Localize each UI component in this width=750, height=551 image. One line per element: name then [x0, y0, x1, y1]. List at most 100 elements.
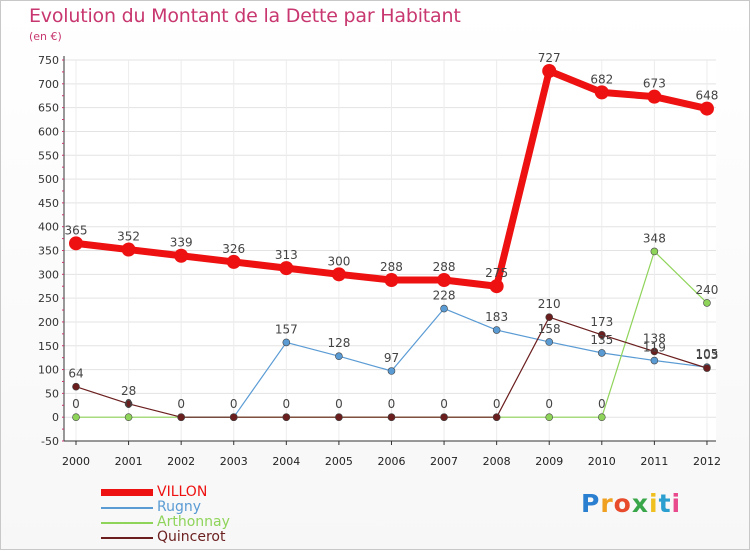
data-label-villon: 673 — [643, 77, 666, 91]
y-tick-label: 500 — [38, 173, 59, 186]
data-point-villon — [279, 261, 294, 276]
data-label-rugny: 135 — [590, 333, 613, 347]
data-point-rugny — [387, 367, 396, 375]
y-tick-label: 150 — [38, 340, 59, 353]
data-label-arthonnay: 0 — [598, 397, 606, 411]
y-tick-label: 50 — [45, 387, 59, 400]
y-tick-label: 700 — [38, 78, 59, 91]
data-label-quincerot: 0 — [230, 397, 238, 411]
data-point-arthonnay — [72, 413, 80, 421]
x-tick-label: 2009 — [535, 455, 563, 468]
y-tick-label: 350 — [38, 245, 59, 258]
logo-letter: i — [649, 489, 659, 518]
chart-title: Evolution du Montant de la Dette par Hab… — [29, 5, 461, 27]
data-point-quincerot — [545, 313, 554, 321]
data-label-quincerot: 0 — [335, 397, 343, 411]
legend-label: Rugny — [157, 499, 202, 515]
y-tick-label: 750 — [38, 54, 59, 67]
data-point-quincerot — [335, 413, 343, 421]
data-label-arthonnay: 348 — [643, 231, 666, 245]
x-tick-label: 2002 — [167, 455, 195, 468]
data-point-rugny — [282, 338, 291, 347]
data-point-villon — [69, 236, 83, 251]
data-label-quincerot: 0 — [388, 397, 396, 411]
data-label-arthonnay: 240 — [696, 283, 719, 297]
y-tick-label: 100 — [38, 364, 59, 377]
data-label-rugny: 158 — [538, 322, 561, 336]
x-tick-label: 2005 — [325, 455, 353, 468]
data-label-villon: 352 — [117, 230, 140, 244]
data-label-villon: 313 — [275, 248, 298, 262]
data-point-arthonnay — [545, 413, 554, 421]
data-point-villon — [647, 89, 662, 104]
y-tick-label: 250 — [38, 292, 59, 305]
y-tick-label: 550 — [38, 149, 59, 162]
proxiti-logo: Proxiti — [581, 489, 681, 518]
data-point-rugny — [492, 326, 501, 334]
data-label-rugny: 183 — [485, 310, 508, 324]
data-label-quincerot: 138 — [643, 331, 666, 345]
data-label-quincerot: 173 — [590, 315, 613, 329]
data-point-quincerot — [124, 400, 133, 408]
y-tick-label: 300 — [38, 268, 59, 281]
data-point-arthonnay — [597, 413, 606, 421]
logo-letter: t — [658, 489, 672, 518]
x-tick-label: 2003 — [220, 455, 248, 468]
data-point-rugny — [597, 349, 606, 357]
x-tick-label: 2010 — [588, 455, 616, 468]
data-point-villon — [384, 273, 399, 288]
data-point-rugny — [440, 304, 448, 313]
data-point-quincerot — [597, 330, 606, 339]
x-tick-label: 2012 — [693, 455, 721, 468]
legend-swatch — [101, 522, 153, 524]
data-label-rugny: 97 — [384, 351, 399, 365]
y-tick-label: 450 — [38, 197, 59, 210]
data-point-quincerot — [177, 413, 185, 421]
data-label-rugny: 157 — [275, 322, 298, 336]
data-point-rugny — [650, 356, 659, 365]
data-point-arthonnay — [650, 247, 659, 256]
data-label-quincerot: 28 — [121, 384, 136, 398]
data-point-villon — [174, 248, 189, 263]
data-point-arthonnay — [703, 299, 711, 307]
data-label-rugny: 128 — [327, 336, 350, 350]
data-label-rugny: 105 — [696, 347, 719, 361]
data-label-villon: 300 — [327, 254, 350, 268]
x-tick-label: 2006 — [377, 455, 405, 468]
data-label-rugny: 228 — [433, 289, 456, 303]
x-tick-label: 2004 — [272, 455, 300, 468]
y-tick-label: 400 — [38, 221, 59, 234]
data-label-quincerot: 103 — [696, 348, 719, 362]
data-point-quincerot — [440, 413, 448, 421]
data-point-villon — [121, 242, 136, 257]
legend-swatch — [101, 537, 153, 539]
logo-letter: P — [581, 489, 601, 518]
data-point-rugny — [545, 338, 554, 346]
data-point-quincerot — [703, 364, 711, 372]
logo-letter: x — [631, 489, 649, 518]
logo-letter: o — [613, 489, 632, 518]
data-label-quincerot: 64 — [68, 367, 83, 381]
data-point-quincerot — [650, 347, 659, 356]
y-tick-label: 600 — [38, 125, 59, 138]
y-tick-label: 650 — [38, 102, 59, 115]
data-point-villon — [437, 273, 452, 288]
data-point-villon — [226, 254, 241, 269]
logo-letter: r — [600, 489, 614, 518]
x-tick-label: 2008 — [483, 455, 511, 468]
x-tick-label: 2001 — [115, 455, 143, 468]
chart-subtitle: (en €) — [29, 30, 62, 43]
y-tick-label: 200 — [38, 316, 59, 329]
data-point-villon — [699, 101, 714, 116]
data-label-arthonnay: 0 — [72, 397, 80, 411]
data-label-villon: 339 — [170, 236, 193, 250]
data-label-quincerot: 0 — [440, 397, 448, 411]
data-point-quincerot — [229, 413, 238, 421]
data-label-villon: 648 — [696, 89, 719, 103]
data-point-villon — [594, 85, 609, 100]
data-point-quincerot — [282, 413, 291, 421]
data-label-quincerot: 0 — [177, 397, 185, 411]
data-point-quincerot — [492, 413, 501, 421]
data-point-villon — [489, 279, 504, 294]
